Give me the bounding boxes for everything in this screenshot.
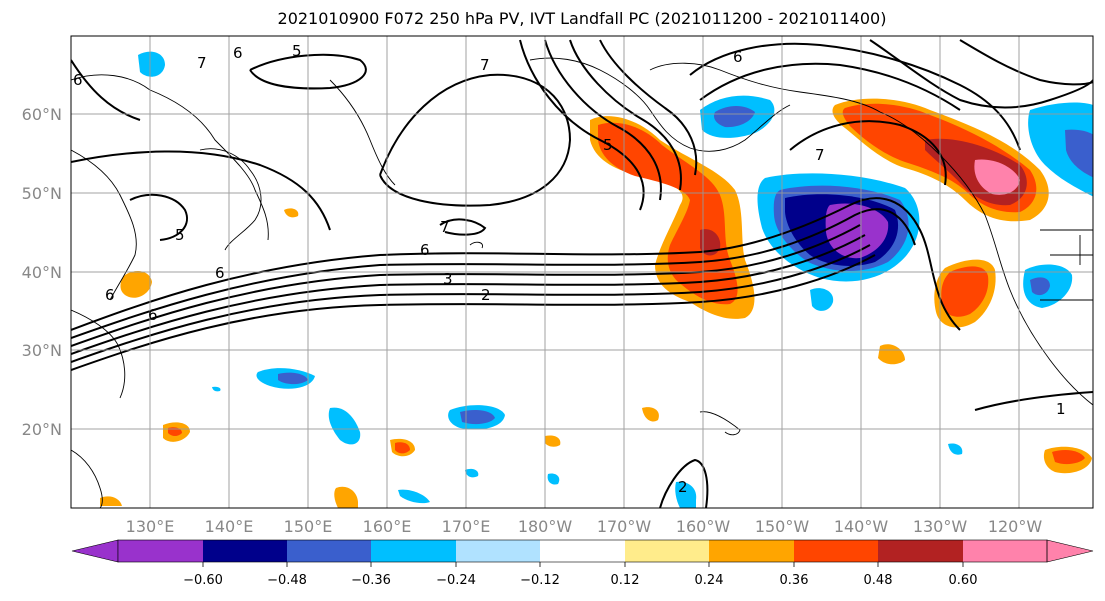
pv-contours xyxy=(71,39,1093,508)
colorbar-segment xyxy=(371,540,456,562)
lon-label: 140°E xyxy=(205,517,254,536)
contour-label: 7 xyxy=(815,146,825,164)
colorbar-tick-label: −0.12 xyxy=(520,573,560,588)
lon-label: 120°W xyxy=(988,517,1043,536)
map-frame xyxy=(70,35,1094,509)
colorbar-tick-label: 0.24 xyxy=(695,573,724,588)
colorbar-segment xyxy=(287,540,371,562)
lon-label: 170°W xyxy=(597,517,652,536)
colorbar-tick-label: −0.48 xyxy=(267,573,307,588)
colorbar-tick-label: −0.36 xyxy=(351,573,391,588)
contour-label: 2 xyxy=(481,286,491,304)
lon-label: 160°E xyxy=(363,517,412,536)
lon-label: 170°E xyxy=(442,517,491,536)
colorbar-segment xyxy=(1046,539,1094,563)
contour-label: 3 xyxy=(443,270,453,288)
colorbar-tick-label: −0.24 xyxy=(436,573,476,588)
colorbar-segment xyxy=(794,540,878,562)
lon-label: 150°E xyxy=(284,517,333,536)
colorbar-segment xyxy=(71,539,119,563)
lat-label: 50°N xyxy=(22,184,62,203)
colorbar-segment xyxy=(709,540,794,562)
colorbar-segment xyxy=(878,540,963,562)
contour-label: 7 xyxy=(197,54,207,72)
contour-label: 6 xyxy=(233,44,243,62)
colorbar-segment xyxy=(540,540,625,562)
colorbar-tick-label: 0.36 xyxy=(780,573,809,588)
filled-anomaly-shading xyxy=(100,51,1093,508)
coastlines xyxy=(71,57,1093,508)
lon-label: 160°W xyxy=(676,517,731,536)
lon-label: 140°W xyxy=(834,517,889,536)
contour-label: 6 xyxy=(148,306,158,324)
lon-label: 180°W xyxy=(518,517,573,536)
lon-label: 130°W xyxy=(913,517,968,536)
contour-label: 6 xyxy=(733,48,743,66)
lon-label: 150°W xyxy=(755,517,810,536)
contour-label: 2 xyxy=(678,478,688,496)
contour-label: 6 xyxy=(105,286,115,304)
colorbar-segment xyxy=(963,540,1047,562)
colorbar-segment xyxy=(118,540,203,562)
contour-label: 6 xyxy=(215,264,225,282)
colorbar-frame xyxy=(117,539,1048,563)
contour-labels: 5 6 7 6 7 5 7 6 6 5 6 3 2 7 6 1 2 6 xyxy=(73,42,1066,496)
colorbar-tick-label: 0.12 xyxy=(611,573,640,588)
colorbar-segment xyxy=(625,540,709,562)
colorbar-tick-label: 0.60 xyxy=(949,573,978,588)
lat-label: 60°N xyxy=(22,105,62,124)
colorbar-segment xyxy=(203,540,287,562)
lat-label: 40°N xyxy=(22,263,62,282)
lat-label: 20°N xyxy=(22,420,62,439)
contour-label: 5 xyxy=(175,226,185,244)
contour-label: 6 xyxy=(73,71,83,89)
map-title: 2021010900 F072 250 hPa PV, IVT Landfall… xyxy=(277,9,887,28)
contour-label: 7 xyxy=(440,218,450,236)
colorbar-tick-label: −0.60 xyxy=(183,573,223,588)
latitude-labels: 60°N 50°N 40°N 30°N 20°N xyxy=(22,105,62,439)
graticule xyxy=(71,36,1093,508)
lon-label: 130°E xyxy=(126,517,175,536)
contour-label: 5 xyxy=(603,136,613,154)
contour-label: 1 xyxy=(1056,400,1066,418)
longitude-labels: 130°E 140°E 150°E 160°E 170°E 180°W 170°… xyxy=(126,517,1043,536)
lat-label: 30°N xyxy=(22,341,62,360)
contour-label: 6 xyxy=(420,241,430,259)
contour-label: 7 xyxy=(480,56,490,74)
colorbar: −0.60 −0.48 −0.36 −0.24 −0.12 0.12 0.24 … xyxy=(71,539,1094,588)
colorbar-tick-label: 0.48 xyxy=(864,573,893,588)
colorbar-segment xyxy=(456,540,540,562)
contour-label: 5 xyxy=(292,42,302,60)
